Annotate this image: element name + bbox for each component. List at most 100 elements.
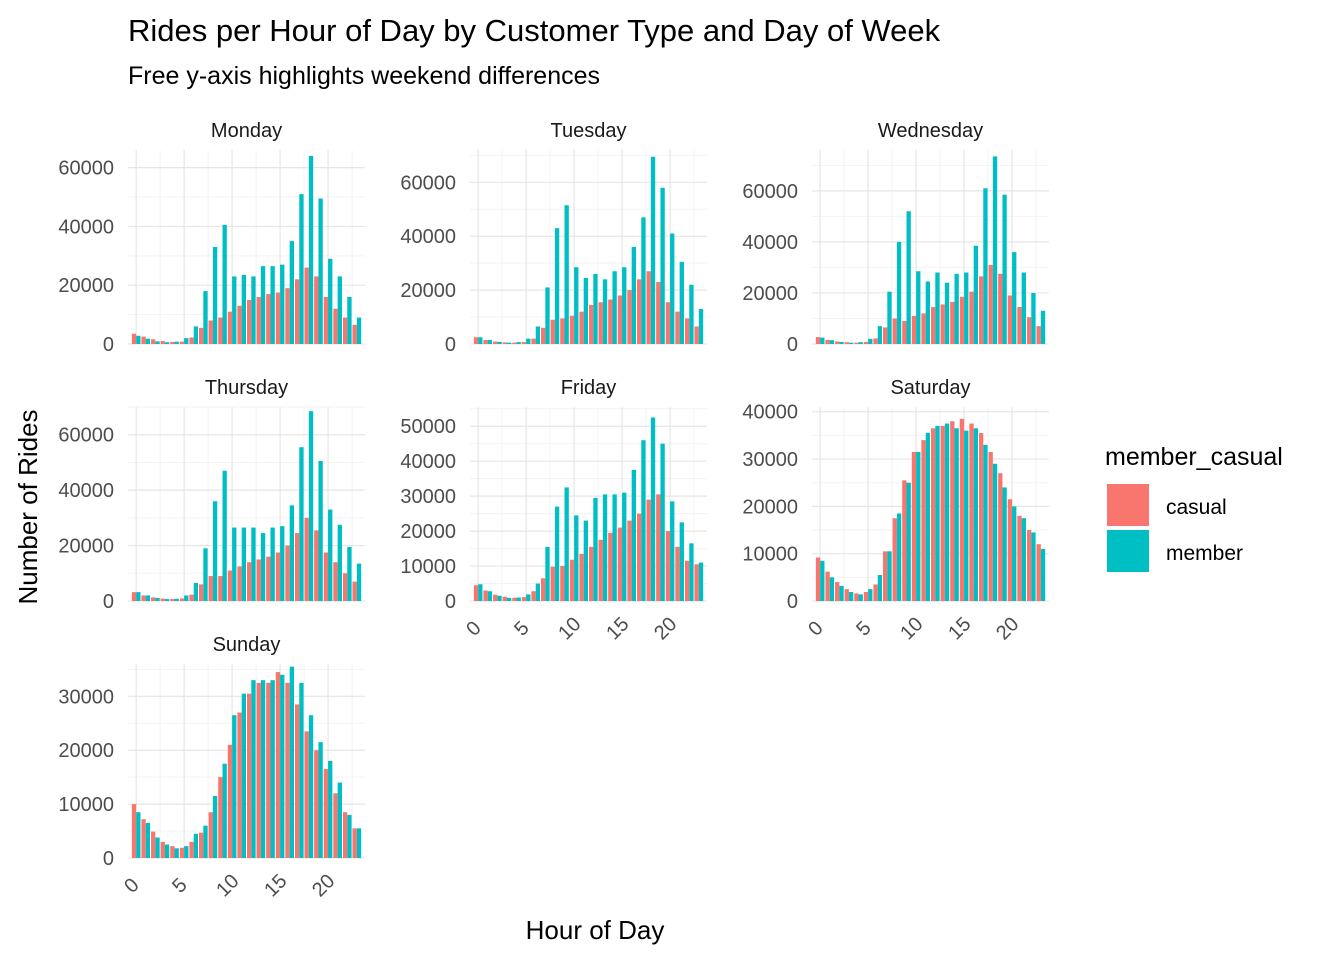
bar-member (289, 666, 294, 858)
bar-casual (266, 294, 271, 344)
bar-member (554, 228, 560, 344)
bar-member (356, 317, 362, 344)
x-tick-label: 15 (602, 613, 633, 644)
bar-member (328, 761, 333, 858)
bar-casual (988, 264, 993, 344)
y-tick-label: 60000 (58, 425, 114, 447)
bar-casual (151, 339, 156, 344)
bar-casual (275, 292, 281, 344)
bar-casual (579, 311, 584, 344)
bar-casual (189, 337, 194, 344)
bar-member (848, 342, 854, 344)
bar-casual (873, 584, 878, 601)
bar-member (858, 594, 863, 601)
bar-casual (237, 566, 242, 601)
bar-member (839, 341, 844, 344)
bar-member (526, 338, 531, 344)
bar-casual (483, 590, 488, 601)
bar-casual (285, 288, 290, 344)
panel-bars (131, 155, 362, 344)
bar-casual (694, 326, 699, 344)
bar-casual (333, 562, 338, 601)
y-tick-label: 10000 (742, 544, 798, 566)
bar-casual (521, 597, 527, 601)
bar-member (973, 428, 978, 601)
x-tick-label: 15 (260, 870, 291, 901)
bar-member (698, 562, 704, 601)
bar-casual (998, 273, 1003, 344)
chart-title: Rides per Hour of Day by Customer Type a… (128, 13, 941, 48)
bar-member (829, 340, 835, 344)
bar-member (203, 825, 208, 858)
x-tick-label: 20 (992, 613, 1023, 644)
bar-member (679, 522, 684, 601)
bar-member (973, 245, 978, 344)
bar-member (689, 284, 694, 344)
bar-member (906, 211, 911, 344)
bar-casual (323, 769, 329, 858)
bar-casual (1026, 317, 1032, 344)
x-tick-label: 10 (212, 870, 243, 901)
bar-member (858, 342, 863, 344)
bar-casual (179, 341, 185, 344)
bar-casual (646, 271, 651, 344)
bar-member (337, 276, 342, 344)
bar-member (222, 470, 227, 601)
bar-member (193, 582, 199, 601)
y-tick-label: 0 (787, 591, 798, 613)
y-tick-label: 50000 (400, 416, 456, 438)
bar-member (164, 599, 170, 601)
bar-casual (675, 311, 680, 344)
bar-casual (131, 592, 137, 601)
bar-member (631, 247, 636, 344)
bar-member (925, 281, 931, 344)
legend-label-casual: casual (1166, 496, 1227, 519)
bar-casual (1036, 544, 1041, 601)
bar-casual (588, 546, 594, 601)
y-tick-label: 20000 (742, 496, 798, 518)
bar-casual (569, 315, 575, 344)
bar-member (564, 205, 569, 344)
bar-member (251, 680, 256, 858)
bar-member (916, 271, 921, 344)
bar-casual (151, 597, 156, 601)
bar-member (193, 326, 199, 344)
bar-casual (656, 282, 661, 344)
x-tick-label: 15 (944, 613, 975, 644)
bar-member (954, 273, 959, 344)
bar-member (602, 279, 608, 344)
bar-casual (883, 327, 888, 344)
legend: member_casual casual member (1105, 443, 1283, 572)
bar-member (289, 505, 294, 601)
bar-casual (246, 562, 252, 601)
bar-casual (502, 596, 507, 601)
bar-casual (304, 267, 309, 344)
y-axis-label: Number of Rides (13, 409, 43, 604)
bar-casual (294, 279, 300, 344)
bar-casual (1007, 499, 1013, 601)
bar-casual (560, 566, 565, 601)
y-tick-label: 10000 (400, 556, 456, 578)
bar-casual (854, 342, 859, 344)
bar-casual (218, 317, 223, 344)
x-tick-label: 0 (804, 617, 827, 640)
bar-member (554, 506, 560, 601)
bar-casual (218, 777, 223, 858)
bar-casual (636, 279, 642, 344)
bar-member (602, 494, 608, 601)
bar-member (583, 277, 589, 344)
bar-member (574, 267, 579, 344)
bar-casual (921, 440, 926, 601)
bar-member (356, 828, 362, 858)
y-tick-label: 40000 (400, 451, 456, 473)
bar-casual (170, 599, 175, 601)
bar-casual (892, 318, 897, 344)
bar-member (232, 276, 237, 344)
bar-member (222, 763, 227, 858)
facet-panel-thursday: Thursday 0 20000 40000 60000 (58, 377, 365, 613)
x-tick-label: 10 (896, 613, 927, 644)
bar-casual (873, 338, 878, 344)
legend-key-casual (1107, 484, 1149, 526)
facet-panel-wednesday: Wednesday 0 20000 40000 60000 (742, 120, 1049, 356)
